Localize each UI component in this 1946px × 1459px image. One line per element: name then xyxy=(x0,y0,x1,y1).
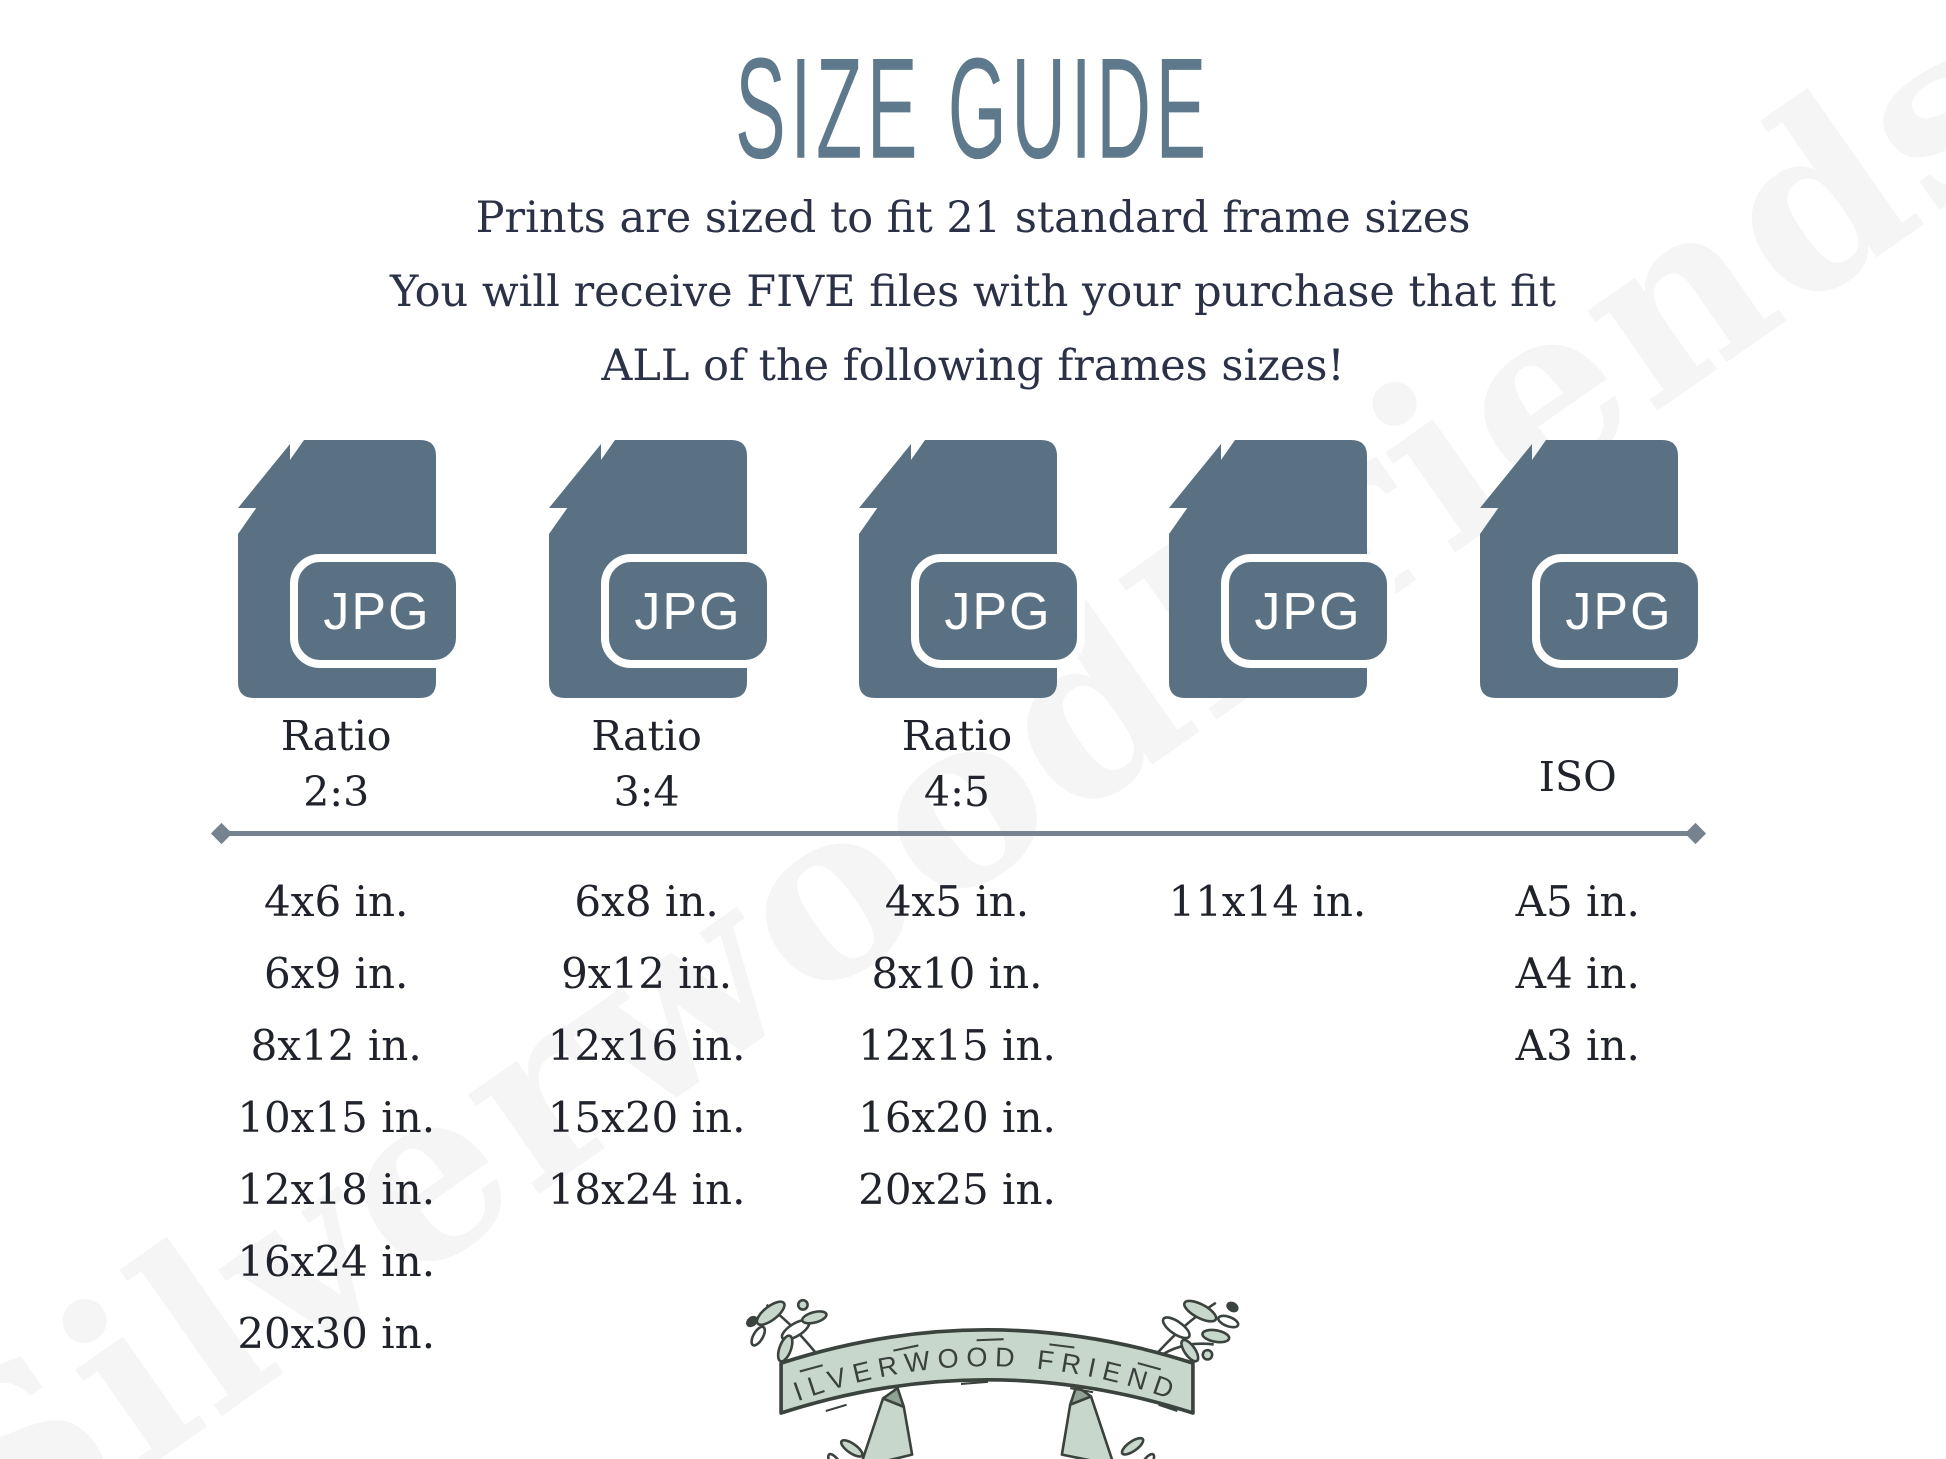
size-column-5: A5 in. A4 in. A3 in. xyxy=(1423,866,1733,1370)
icon-wrap: JPG xyxy=(1167,438,1396,700)
file-icons-row: JPG JPG JPG JPG JPG xyxy=(181,438,1733,700)
size-item: 18x24 in. xyxy=(547,1165,746,1214)
size-column-2: 6x8 in. 9x12 in. 12x16 in. 15x20 in. 18x24 i… xyxy=(491,866,801,1370)
intro-line-1: Prints are sized to fit 21 standard fram… xyxy=(475,193,1471,243)
file-column-4: JPG xyxy=(1112,438,1422,700)
size-item: A5 in. xyxy=(1515,877,1640,926)
ratio-word: Ratio xyxy=(901,712,1013,760)
size-item: 6x8 in. xyxy=(574,877,719,926)
size-item: 12x18 in. xyxy=(237,1165,436,1214)
icon-wrap: JPG xyxy=(236,438,465,700)
size-item: 10x15 in. xyxy=(237,1093,436,1142)
intro-line-2: You will receive FIVE files with your pu… xyxy=(389,267,1557,317)
file-type-label: JPG xyxy=(634,583,741,641)
banner-logo-graphic: SILVERWOOD FRIENDS xyxy=(714,1258,1240,1459)
column-label-2: Ratio 3:4 xyxy=(491,708,801,820)
size-item: 4x6 in. xyxy=(264,877,409,926)
size-item: 6x9 in. xyxy=(264,949,409,998)
column-label-4 xyxy=(1112,708,1422,820)
size-item: A3 in. xyxy=(1515,1021,1640,1070)
file-type-badge xyxy=(290,554,465,668)
iso-label: ISO xyxy=(1538,753,1617,801)
file-type-label: JPG xyxy=(324,583,431,641)
size-column-1: 4x6 in. 6x9 in. 8x12 in. 10x15 in. 12x18 in.… xyxy=(181,866,491,1370)
size-item: A4 in. xyxy=(1515,949,1640,998)
ribbon-band xyxy=(779,1328,1195,1415)
file-column-5: JPG xyxy=(1423,438,1733,700)
divider-line xyxy=(220,831,1697,836)
size-item: 8x10 in. xyxy=(871,949,1043,998)
file-type-label: JPG xyxy=(1565,583,1672,641)
file-type-badge xyxy=(1531,554,1706,668)
size-column-4: 11x14 in. xyxy=(1112,866,1422,1370)
file-column-3: JPG xyxy=(802,438,1112,700)
column-label-3: Ratio 4:5 xyxy=(802,708,1112,820)
ratio-labels-row: Ratio 2:3 Ratio 3:4 Ratio 4:5 ISO xyxy=(181,708,1733,820)
file-type-badge xyxy=(910,554,1085,668)
icon-wrap: JPG xyxy=(547,438,775,700)
size-item: 8x12 in. xyxy=(250,1021,422,1070)
banner-ribbon xyxy=(746,1298,1240,1459)
jpg-file-icon: JPG xyxy=(858,440,1085,698)
ratio-value: 2:3 xyxy=(303,768,370,816)
size-item: 4x5 in. xyxy=(884,877,1030,926)
ratio-word: Ratio xyxy=(280,712,392,760)
ratio-value: 3:4 xyxy=(613,768,680,816)
page-title: SIZE GUIDE xyxy=(735,27,1211,189)
size-column-3: 4x5 in. 8x10 in. 12x15 in. 16x20 in. 20x25 i… xyxy=(802,866,1112,1370)
jpg-file-icon: JPG xyxy=(1479,440,1706,698)
intro-paragraph: Prints are sized to fit 21 standard fram… xyxy=(0,181,1946,403)
size-item: 12x15 in. xyxy=(858,1021,1056,1070)
size-item: 16x20 in. xyxy=(858,1093,1056,1142)
silverwood-friends-logo: SILVERWOOD FRIENDS xyxy=(714,1258,1247,1459)
size-item: 11x14 in. xyxy=(1168,877,1367,926)
size-item: 12x16 in. xyxy=(547,1021,746,1070)
size-item: 16x24 in. xyxy=(237,1237,436,1286)
size-item: 9x12 in. xyxy=(561,949,733,998)
file-column-1: JPG xyxy=(181,438,491,700)
sizes-grid: 4x6 in. 6x9 in. 8x12 in. 10x15 in. 12x18 in.… xyxy=(181,866,1733,1370)
jpg-file-icon: JPG xyxy=(1169,440,1396,698)
file-type-label: JPG xyxy=(944,583,1051,641)
size-item: 20x30 in. xyxy=(237,1309,436,1358)
jpg-file-icon: JPG xyxy=(238,440,465,698)
icon-wrap: JPG xyxy=(857,438,1085,700)
left-botanical-sprig xyxy=(746,1298,828,1367)
file-type-badge xyxy=(1221,554,1396,668)
file-type-label: JPG xyxy=(1255,583,1362,641)
file-type-badge xyxy=(600,554,775,668)
ratio-value: 4:5 xyxy=(923,768,990,816)
ratio-word: Ratio xyxy=(591,712,702,760)
column-label-1: Ratio 2:3 xyxy=(181,708,491,820)
icon-wrap: JPG xyxy=(1478,438,1706,700)
file-column-2: JPG xyxy=(491,438,801,700)
intro-line-3: ALL of the following frames sizes! xyxy=(601,341,1345,391)
size-item: 20x25 in. xyxy=(858,1165,1056,1214)
size-item: 15x20 in. xyxy=(547,1093,746,1142)
column-label-5: ISO xyxy=(1423,708,1733,820)
jpg-file-icon: JPG xyxy=(548,440,775,698)
